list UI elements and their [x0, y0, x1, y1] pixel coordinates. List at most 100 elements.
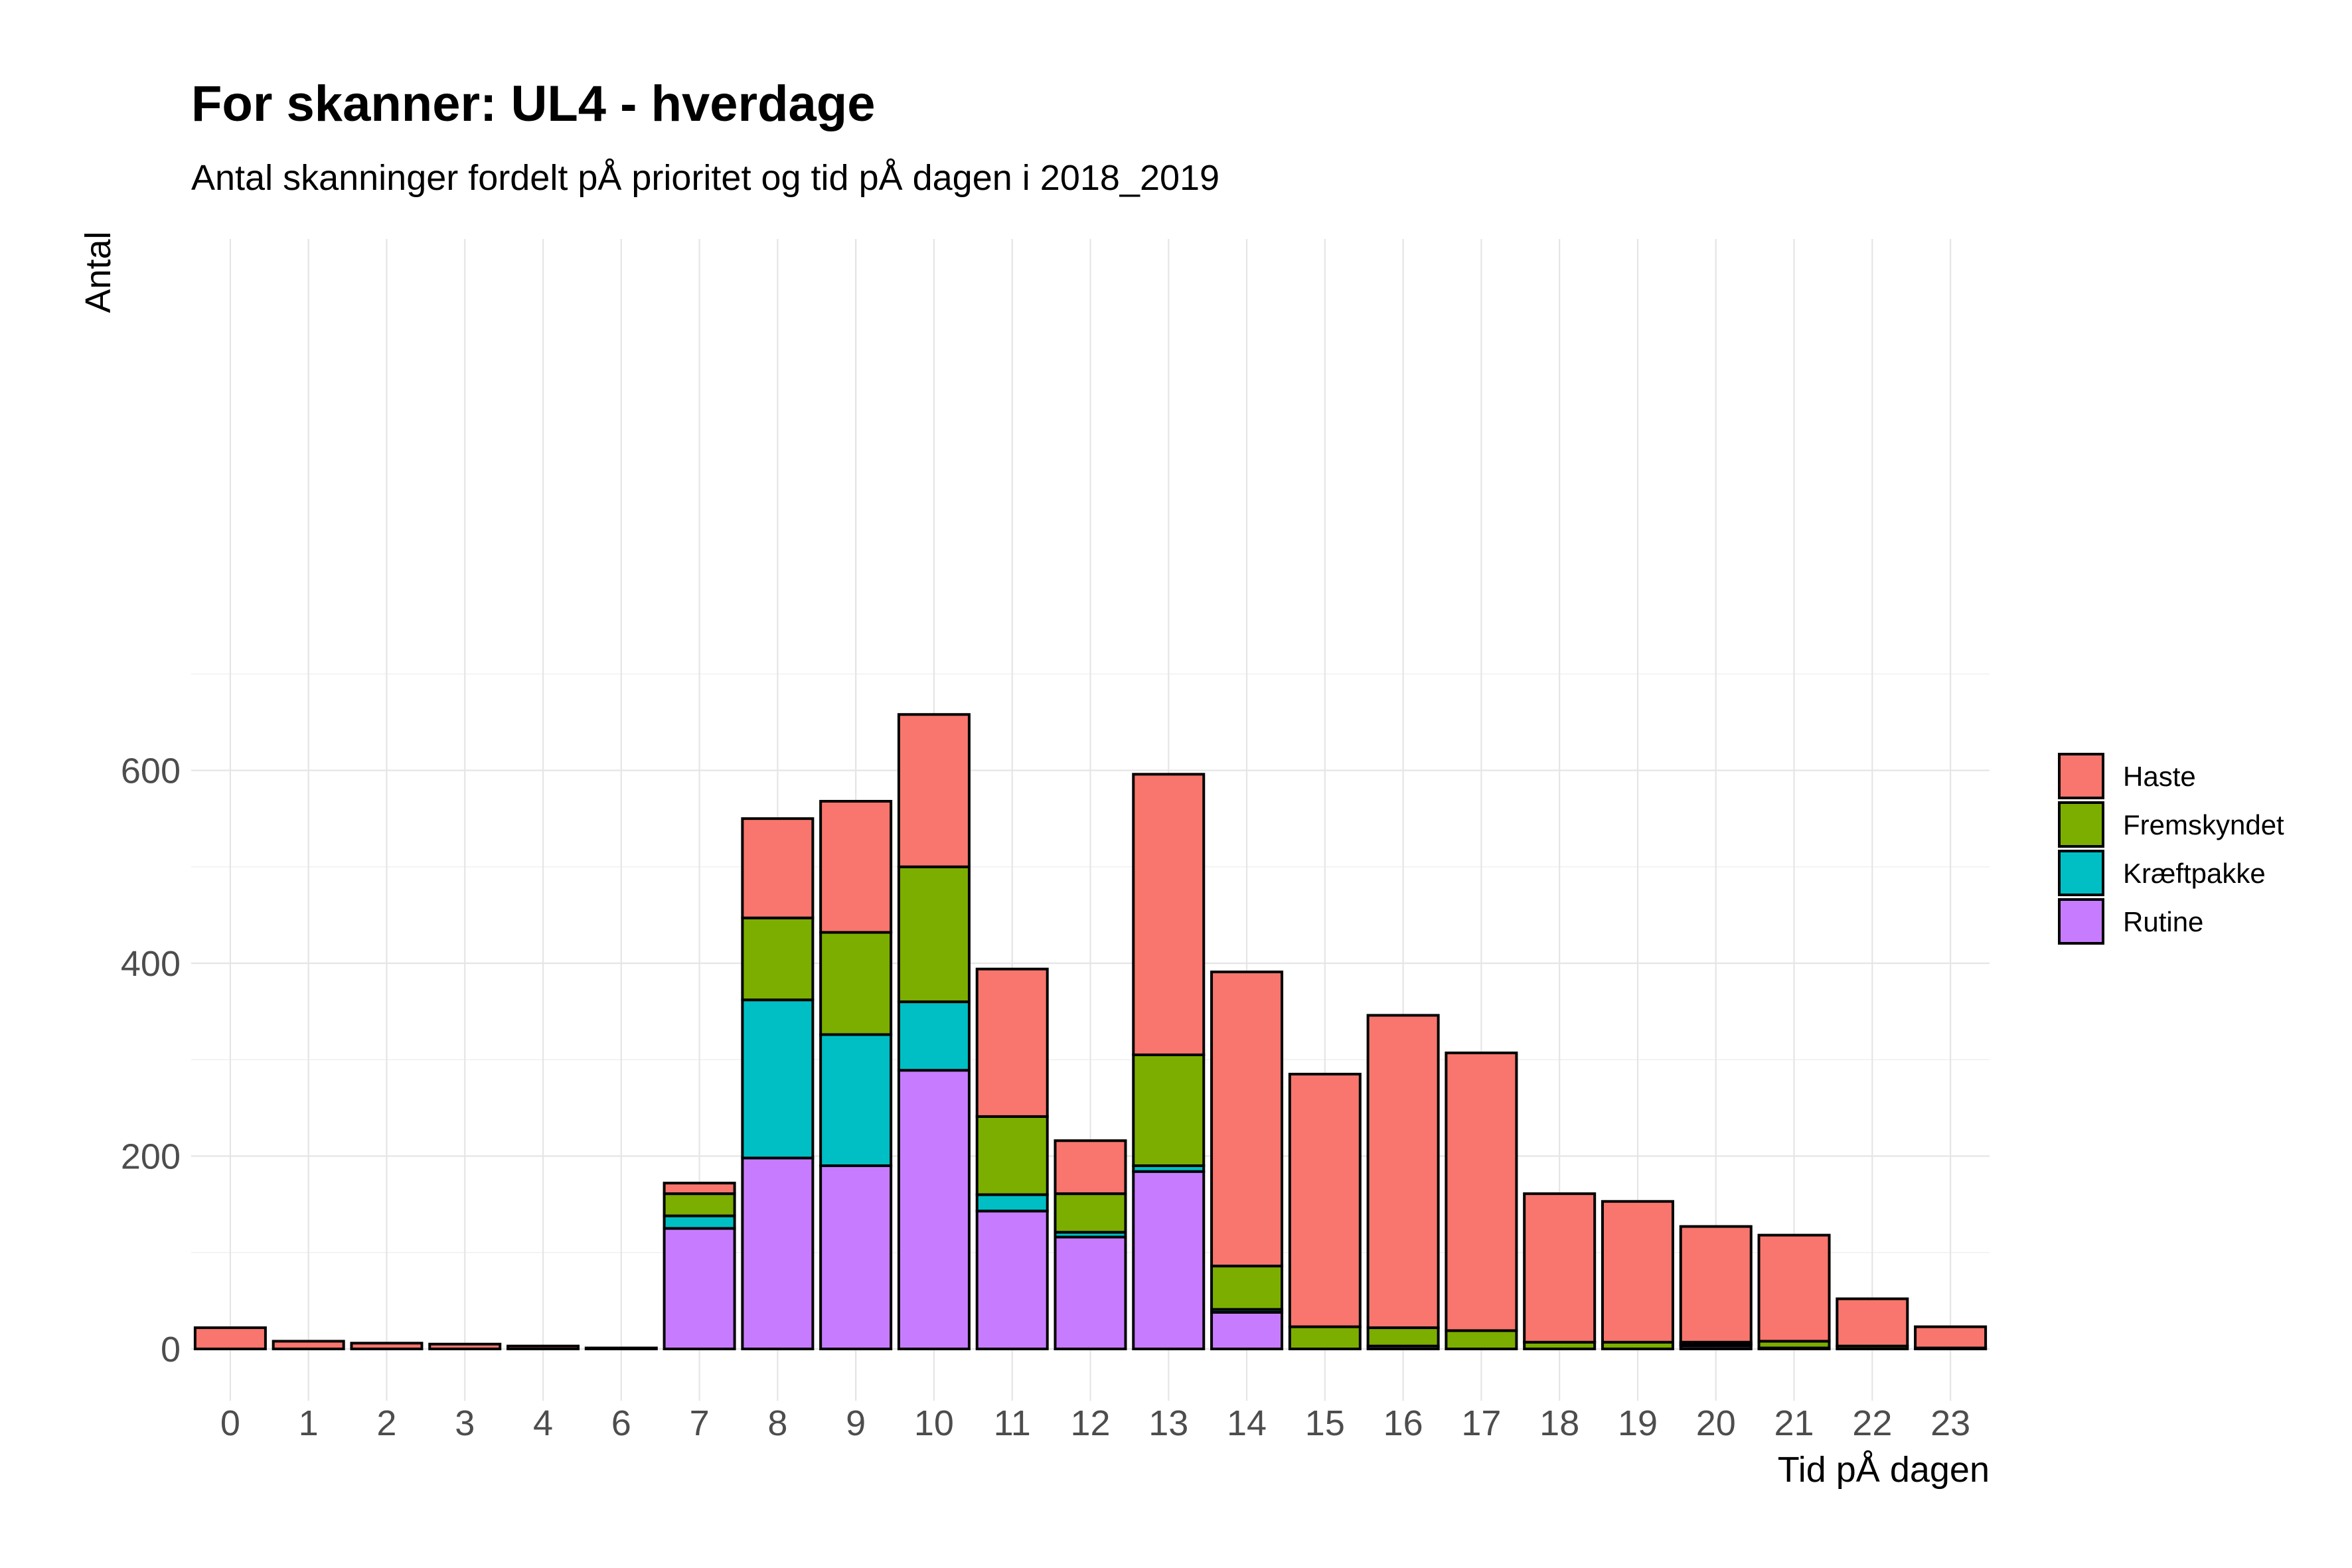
bar-stack-22: [1836, 1297, 1909, 1350]
bar-segment-haste: [1445, 1052, 1518, 1332]
bar-segment-haste: [1836, 1297, 1909, 1348]
bar-segment-haste: [193, 1326, 267, 1351]
bar-segment-kræftpakke: [819, 1033, 893, 1168]
x-tick-label: 15: [1305, 1403, 1345, 1443]
x-tick-label: 6: [611, 1403, 631, 1443]
y-axis-ticks: 0 200 400 600: [121, 751, 181, 1370]
y-tick-label: 600: [121, 751, 181, 791]
bar-stack-17: [1445, 1052, 1518, 1350]
bar-segment-fremskyndet: [1445, 1329, 1518, 1350]
legend-item-fremskyndet: Fremskyndet: [2058, 801, 2284, 848]
bar-stack-19: [1601, 1200, 1674, 1351]
bar-segment-kræftpakke: [663, 1214, 736, 1230]
legend-label: Haste: [2123, 761, 2196, 792]
bar-segment-rutine: [819, 1164, 893, 1351]
bar-segment-haste: [1601, 1200, 1674, 1344]
bar-segment-haste: [350, 1342, 424, 1351]
y-tick-label: 0: [161, 1330, 181, 1370]
legend-label: Kræftpakke: [2123, 858, 2266, 889]
bar-segment-haste: [1054, 1139, 1127, 1196]
bar-stack-3: [428, 1342, 502, 1351]
x-tick-label: 1: [299, 1403, 319, 1443]
x-tick-label: 19: [1618, 1403, 1658, 1443]
bar-segment-haste: [1523, 1192, 1597, 1344]
bar-segment-rutine: [1054, 1235, 1127, 1351]
bar-segment-fremskyndet: [1288, 1325, 1362, 1351]
bar-segment-haste: [1366, 1014, 1440, 1330]
bar-segment-haste: [975, 967, 1049, 1118]
x-tick-label: 18: [1539, 1403, 1579, 1443]
bar-segment-fremskyndet: [975, 1115, 1049, 1196]
x-tick-label: 4: [533, 1403, 553, 1443]
x-tick-label: 0: [220, 1403, 240, 1443]
bar-stack-1: [272, 1340, 345, 1351]
bar-stack-15: [1288, 1073, 1362, 1351]
x-axis-title: Tid pÅ dagen: [1778, 1450, 1990, 1490]
bar-segment-fremskyndet: [1132, 1053, 1206, 1168]
bar-segment-fremskyndet: [1366, 1326, 1440, 1348]
x-tick-label: 20: [1696, 1403, 1736, 1443]
bar-stack-2: [350, 1342, 424, 1351]
x-tick-label: 22: [1852, 1403, 1892, 1443]
bar-segment-haste: [507, 1344, 580, 1350]
x-tick-label: 2: [376, 1403, 396, 1443]
legend-item-rutine: Rutine: [2058, 898, 2203, 945]
legend-key: [2058, 850, 2104, 896]
bar-segment-haste: [741, 817, 815, 919]
bar-stack-23: [1914, 1325, 1988, 1350]
bar-segment-haste: [1757, 1233, 1831, 1343]
bar-segment-haste: [897, 713, 971, 868]
legend-key: [2058, 753, 2104, 799]
x-tick-label: 7: [690, 1403, 710, 1443]
bar-segment-haste: [819, 799, 893, 934]
bar-stack-0: [193, 1326, 267, 1351]
bar-segment-haste: [272, 1340, 345, 1351]
bar-segment-rutine: [975, 1210, 1049, 1350]
legend-item-kræftpakke: Kræftpakke: [2058, 850, 2266, 896]
bar-segment-haste: [1288, 1073, 1362, 1328]
bar-stack-20: [1679, 1225, 1753, 1350]
bar-stack-9: [819, 799, 893, 1351]
bar-segment-haste: [584, 1346, 658, 1350]
bar-segment-haste: [1914, 1325, 1988, 1350]
bar-segment-fremskyndet: [819, 931, 893, 1036]
bar-stack-18: [1523, 1192, 1597, 1351]
bar-stack-14: [1210, 971, 1284, 1351]
bar-stack-13: [1132, 773, 1206, 1350]
chart-title: For skanner: UL4 - hverdage: [191, 76, 876, 132]
bar-segment-fremskyndet: [1054, 1192, 1127, 1234]
x-tick-label: 17: [1461, 1403, 1501, 1443]
bar-segment-kræftpakke: [897, 1000, 971, 1072]
x-tick-label: 13: [1148, 1403, 1188, 1443]
x-tick-label: 12: [1070, 1403, 1110, 1443]
chart-subtitle: Antal skanninger fordelt pÅ prioritet og…: [191, 158, 1219, 198]
bar-stack-10: [897, 713, 971, 1351]
x-tick-label: 10: [914, 1403, 954, 1443]
bar-segment-rutine: [663, 1227, 736, 1350]
bar-segment-haste: [428, 1342, 502, 1351]
x-tick-label: 14: [1227, 1403, 1267, 1443]
bar-segment-haste: [1210, 971, 1284, 1268]
bar-segment-fremskyndet: [663, 1192, 736, 1217]
bar-segment-haste: [663, 1182, 736, 1196]
x-tick-label: 8: [767, 1403, 787, 1443]
legend-item-haste: Haste: [2058, 753, 2196, 799]
legend: Haste Fremskyndet Kræftpakke Rutine: [2058, 753, 2284, 945]
y-tick-label: 400: [121, 944, 181, 984]
x-tick-label: 3: [455, 1403, 475, 1443]
bar-stack-8: [741, 817, 815, 1351]
legend-label: Rutine: [2123, 906, 2203, 937]
x-tick-label: 11: [994, 1403, 1031, 1443]
bar-segment-rutine: [741, 1156, 815, 1351]
legend-key: [2058, 898, 2104, 945]
bar-stack-16: [1366, 1014, 1440, 1350]
bar-segment-rutine: [897, 1069, 971, 1351]
bar-segment-rutine: [1132, 1170, 1206, 1350]
x-tick-label: 21: [1774, 1403, 1814, 1443]
bar-segment-haste: [1679, 1225, 1753, 1344]
y-axis-title: Antal: [78, 231, 118, 313]
bar-stack-7: [663, 1182, 736, 1350]
bar-segment-rutine: [1210, 1310, 1284, 1351]
bar-stack-4: [507, 1344, 580, 1350]
